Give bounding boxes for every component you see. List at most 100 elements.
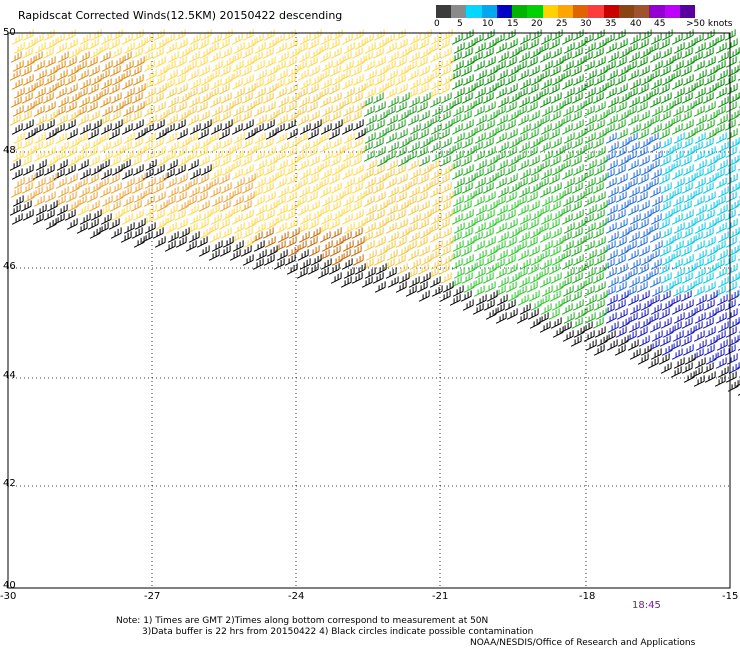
wind-barb <box>628 51 640 63</box>
wind-barb <box>342 105 354 117</box>
wind-barb <box>464 128 476 140</box>
wind-barb <box>167 141 179 153</box>
wind-barb <box>109 200 121 212</box>
wind-barb <box>570 110 582 122</box>
wind-barb <box>717 141 729 153</box>
wind-barb <box>119 69 131 81</box>
wind-barb <box>440 227 452 239</box>
wind-barb <box>251 186 263 198</box>
wind-barb <box>35 204 47 216</box>
wind-barb <box>317 267 329 279</box>
wind-barb <box>45 38 57 50</box>
wind-barb <box>112 146 124 158</box>
wind-barb <box>713 303 725 315</box>
wind-barb <box>495 312 507 324</box>
wind-barb <box>650 258 662 270</box>
wind-barb <box>717 96 729 108</box>
wind-barb <box>550 317 562 329</box>
wind-barb <box>387 141 399 153</box>
wind-barb <box>317 132 329 144</box>
wind-barb <box>297 114 309 126</box>
wind-barb <box>145 69 157 81</box>
wind-barb <box>240 155 252 167</box>
wind-barb <box>537 42 549 54</box>
wind-barb <box>419 92 431 104</box>
wind-barb <box>725 191 737 203</box>
wind-barb <box>385 87 397 99</box>
wind-barb <box>222 146 234 158</box>
wind-barb <box>309 47 321 59</box>
wind-barb <box>713 123 725 135</box>
wind-barb <box>541 60 553 72</box>
wind-barb <box>341 78 353 90</box>
wind-barb <box>581 186 593 198</box>
wind-barb <box>616 128 628 140</box>
wind-barb <box>683 281 695 293</box>
wind-barb <box>614 209 626 221</box>
wind-barb <box>694 222 706 234</box>
wind-barb <box>362 168 374 180</box>
wind-barb <box>165 177 177 189</box>
wind-barb <box>384 240 396 252</box>
wind-barb <box>494 240 506 252</box>
wind-barb <box>537 132 549 144</box>
wind-barb <box>450 231 462 243</box>
wind-barb <box>330 47 342 59</box>
wind-barb <box>482 227 494 239</box>
wind-barb <box>451 168 463 180</box>
wind-barb <box>462 29 474 41</box>
wind-barb <box>31 51 43 63</box>
wind-barb <box>395 236 407 248</box>
wind-barb <box>285 101 297 113</box>
wind-barb <box>605 222 617 234</box>
wind-barb <box>680 65 692 77</box>
wind-barb <box>416 236 428 248</box>
wind-barb <box>133 146 145 158</box>
colorbar-swatch <box>527 5 543 18</box>
wind-barb <box>636 326 648 338</box>
wind-barb <box>319 141 331 153</box>
wind-barb <box>396 38 408 50</box>
wind-barb <box>208 159 220 171</box>
wind-barb <box>519 123 531 135</box>
wind-barb <box>90 29 102 41</box>
wind-barb <box>593 209 605 221</box>
wind-barb <box>211 195 223 207</box>
wind-barb <box>97 42 109 54</box>
wind-barb <box>394 164 406 176</box>
wind-barb <box>387 231 399 243</box>
wind-barb <box>407 69 419 81</box>
wind-barb <box>616 308 628 320</box>
wind-barb <box>405 150 417 162</box>
wind-barb <box>266 110 278 122</box>
wind-barb <box>343 267 355 279</box>
wind-barb <box>263 164 275 176</box>
wind-barb <box>516 132 528 144</box>
wind-barb <box>728 137 740 149</box>
wind-barb <box>164 150 176 162</box>
wind-barb <box>560 186 572 198</box>
wind-barb <box>638 290 650 302</box>
wind-barb <box>615 56 627 68</box>
wind-barb <box>90 164 102 176</box>
wind-barb <box>628 96 640 108</box>
wind-barb <box>486 110 498 122</box>
colorbar-label: 35 <box>605 19 617 29</box>
wind-barb <box>584 87 596 99</box>
wind-barb <box>617 335 629 347</box>
wind-barb <box>321 150 333 162</box>
wind-barb <box>583 150 595 162</box>
wind-barb <box>497 96 509 108</box>
wind-barb <box>527 83 539 95</box>
wind-barb <box>691 231 703 243</box>
wind-barb <box>517 69 529 81</box>
wind-barb <box>539 231 551 243</box>
wind-barb <box>659 245 671 257</box>
wind-barb <box>614 299 626 311</box>
wind-barb <box>97 177 109 189</box>
wind-barb <box>329 155 341 167</box>
wind-barb <box>208 249 220 261</box>
wind-barb <box>714 60 726 72</box>
wind-barb <box>365 204 377 216</box>
wind-barb <box>109 155 121 167</box>
